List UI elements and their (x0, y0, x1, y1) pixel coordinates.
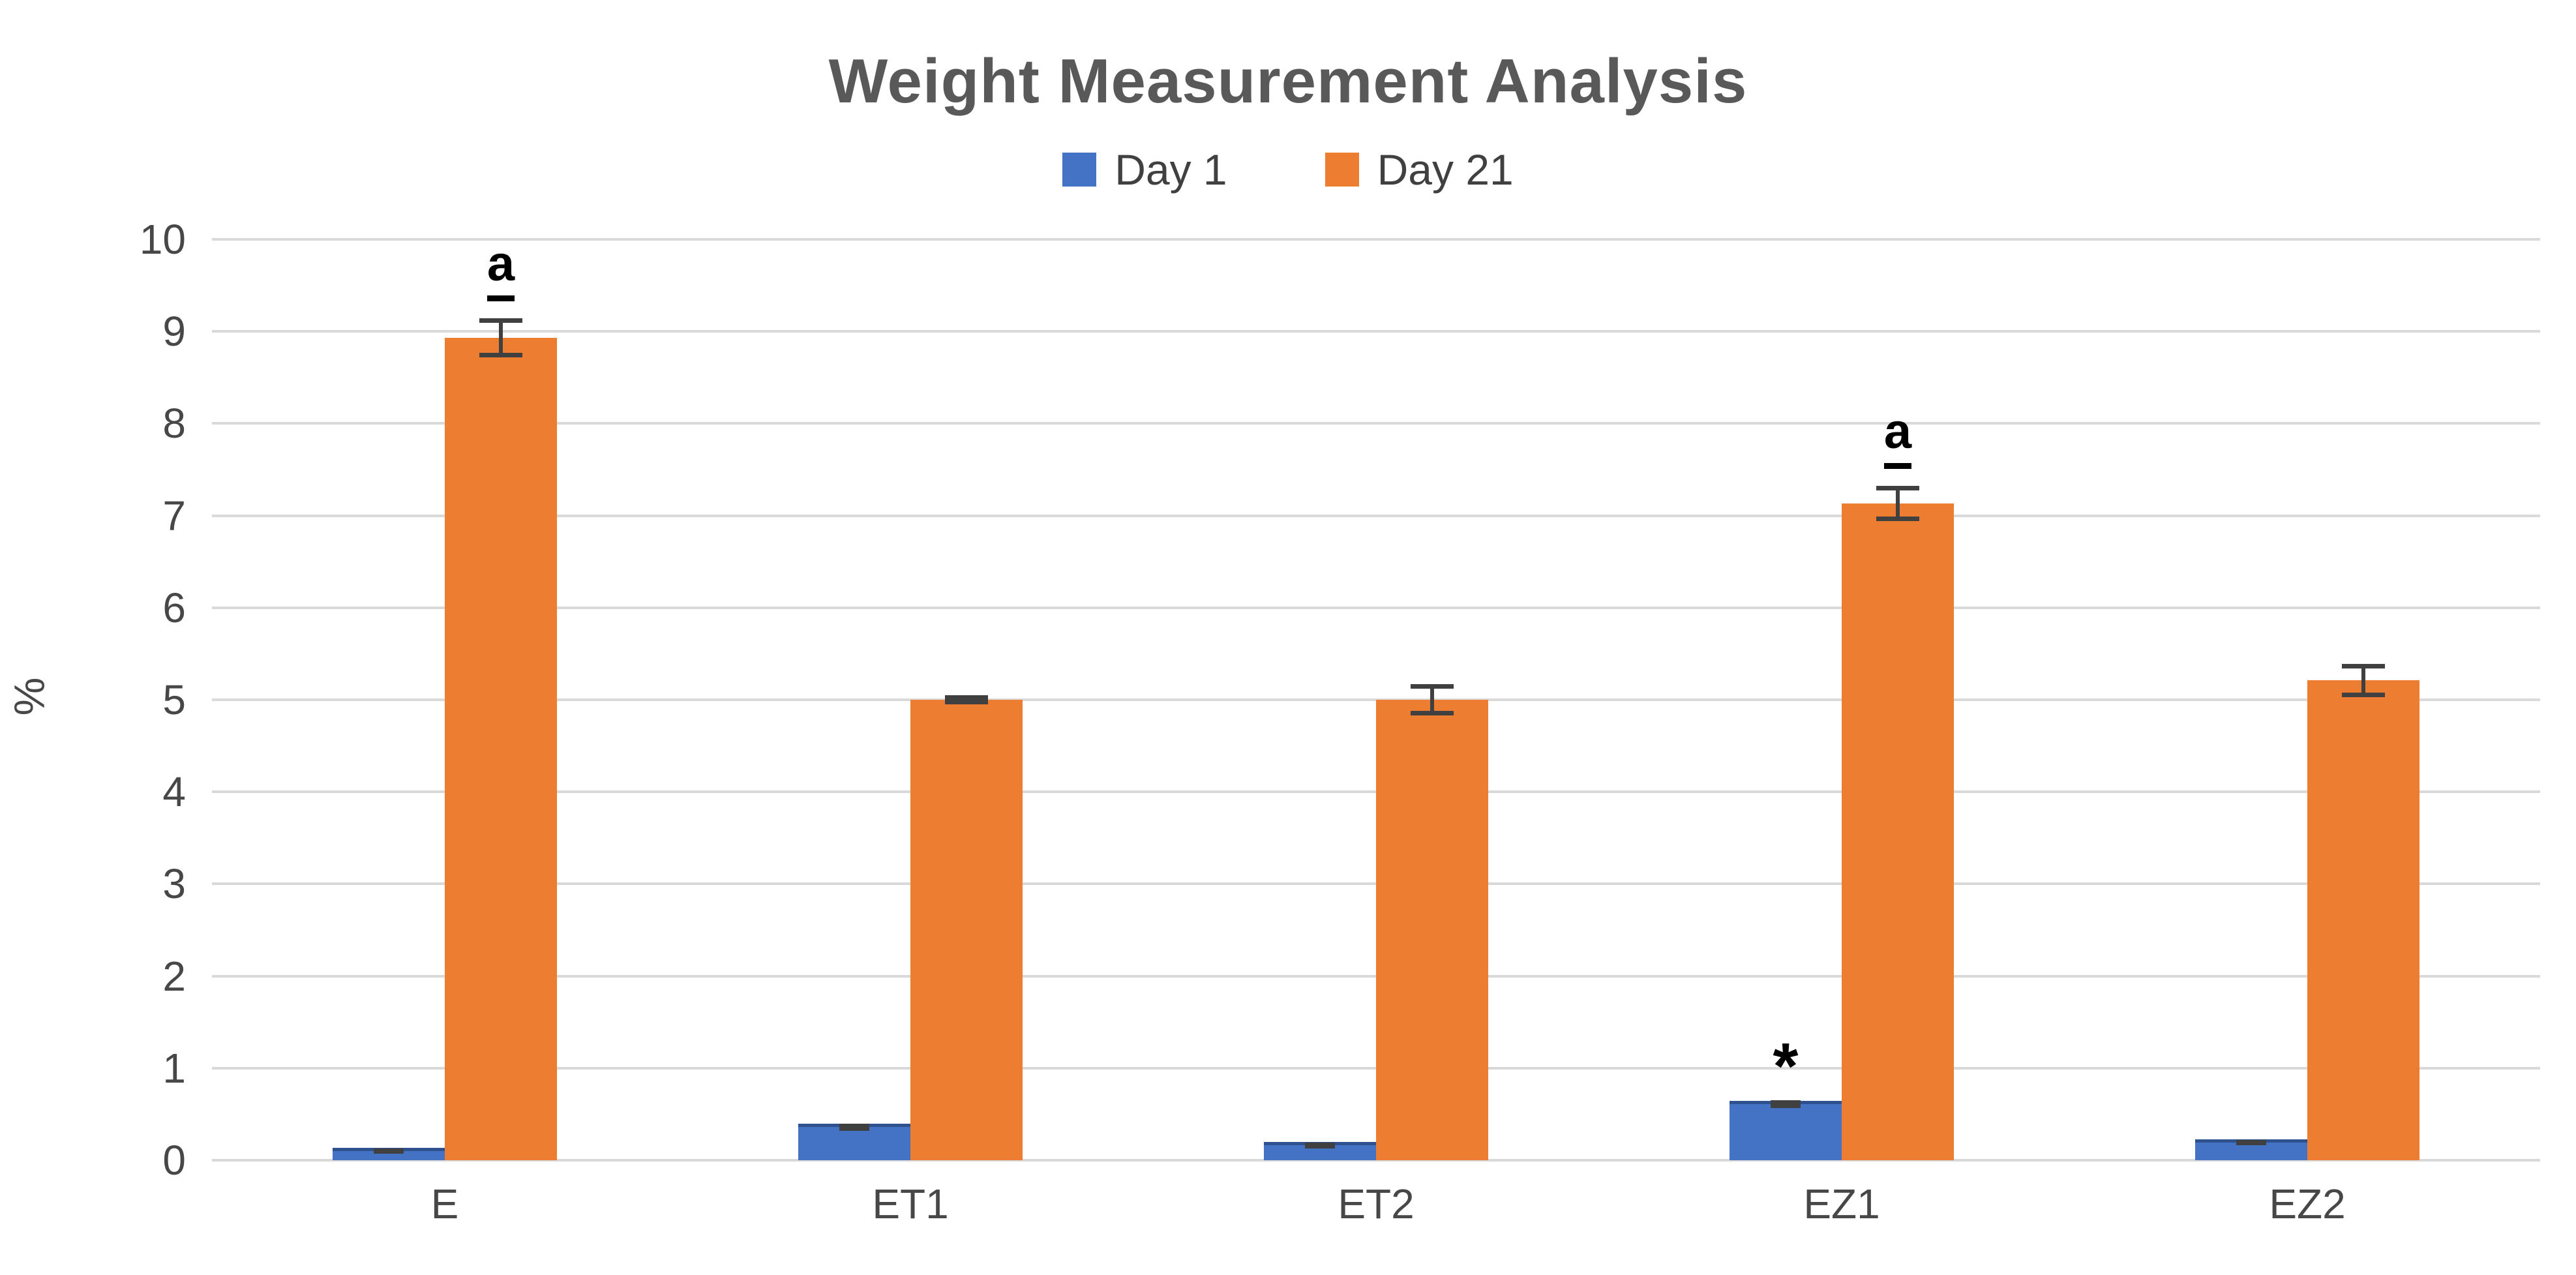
error-bar-day21-et2 (1411, 683, 1454, 715)
bar-day21-e (445, 338, 557, 1160)
plot-area: 0 1 2 3 4 5 6 7 8 9 10 E ET1 ET2 EZ1 EZ2 a * a (140, 216, 2540, 1227)
gridline-y10 (212, 238, 2540, 241)
error-bar-day21-e (479, 318, 522, 357)
gridline-y8 (212, 422, 2540, 425)
error-bar-part (2342, 692, 2385, 697)
x-tick-label-ez1: EZ1 (1803, 1180, 1880, 1227)
error-bar-part (2361, 663, 2365, 697)
error-bar-part (965, 695, 968, 705)
error-bar-part (945, 695, 988, 700)
x-tick-label-et2: ET2 (1338, 1180, 1415, 1227)
bar-day21-et2 (1376, 700, 1488, 1160)
gridline-y9 (212, 330, 2540, 333)
legend-swatch-day21 (1325, 153, 1359, 187)
annotation-a-ez1: a (1833, 407, 1963, 470)
bar-day1-ez1 (1730, 1100, 1842, 1160)
error-bar-part (1876, 486, 1919, 491)
x-tick-label-e: E (430, 1180, 459, 1227)
error-bar-part (2236, 1141, 2266, 1146)
y-tick-label-5: 5 (162, 676, 186, 723)
y-axis-title: % (5, 677, 53, 716)
error-bar-part (479, 318, 522, 323)
y-tick-label-0: 0 (162, 1137, 186, 1184)
error-bar-part (499, 318, 503, 357)
annotation-text: a (487, 239, 515, 302)
gridline-y6 (212, 606, 2540, 609)
error-bar-part (839, 1123, 869, 1128)
bar-day21-et1 (910, 700, 1023, 1160)
error-bar-part (1305, 1143, 1335, 1148)
error-bar-part (374, 1149, 404, 1154)
legend-item-day1: Day 1 (1062, 145, 1227, 194)
y-tick-label-6: 6 (162, 584, 186, 631)
y-tick-label-9: 9 (162, 308, 186, 355)
error-bar-part (1430, 683, 1434, 715)
error-bar-part (1771, 1103, 1801, 1108)
error-bar-day1-ez2 (2236, 1139, 2266, 1146)
error-bar-part (945, 700, 988, 705)
annotation-text: * (1773, 1030, 1799, 1103)
error-bar-part (479, 352, 522, 357)
legend: Day 1 Day 21 (0, 145, 2576, 194)
bar-day21-ez1 (1842, 503, 1954, 1160)
gridline-y0 (212, 1159, 2540, 1162)
error-bar-day1-ez1 (1771, 1100, 1801, 1108)
error-bar-day21-et1 (945, 695, 988, 705)
error-bar-day1-et2 (1305, 1143, 1335, 1148)
error-bar-part (1411, 710, 1454, 715)
annotation-a-e: a (436, 239, 566, 302)
error-bar-part (1876, 517, 1919, 522)
legend-label-day1: Day 1 (1115, 145, 1227, 194)
bar-day21-ez2 (2307, 680, 2419, 1160)
legend-label-day21: Day 21 (1377, 145, 1514, 194)
y-tick-label-3: 3 (162, 860, 186, 908)
error-bar-part (2342, 663, 2385, 668)
y-tick-label-7: 7 (162, 492, 186, 539)
annotation-star-ez1: * (1720, 1034, 1851, 1099)
error-bar-day21-ez2 (2342, 663, 2385, 697)
y-tick-label-4: 4 (162, 768, 186, 816)
error-bar-day1-et1 (839, 1123, 869, 1131)
error-bar-part (1896, 486, 1900, 522)
chart-title: Weight Measurement Analysis (828, 46, 1748, 116)
y-tick-label-10: 10 (139, 216, 186, 263)
legend-swatch-day1 (1062, 153, 1097, 187)
error-bar-day1-e (374, 1148, 404, 1154)
error-bar-part (1411, 683, 1454, 689)
y-tick-label-8: 8 (162, 400, 186, 447)
error-bar-part (1771, 1100, 1801, 1105)
annotation-text: a (1883, 407, 1912, 470)
legend-item-day21: Day 21 (1325, 145, 1514, 194)
x-tick-label-et1: ET1 (872, 1180, 949, 1227)
y-tick-label-2: 2 (162, 952, 186, 1000)
x-tick-label-ez2: EZ2 (2269, 1180, 2346, 1227)
error-bar-part (839, 1126, 869, 1131)
error-bar-day21-ez1 (1876, 486, 1919, 522)
gridline-y7 (212, 514, 2540, 517)
y-tick-label-1: 1 (162, 1044, 186, 1092)
